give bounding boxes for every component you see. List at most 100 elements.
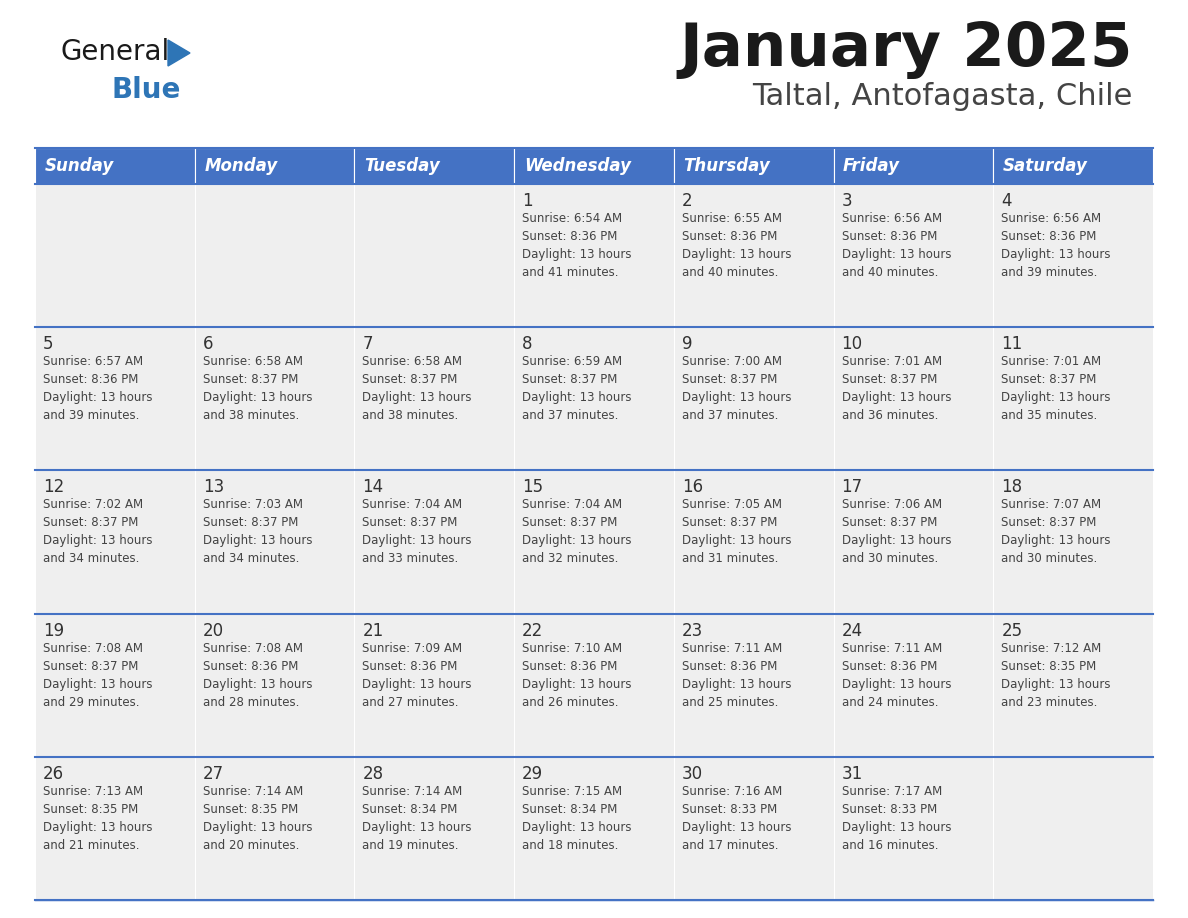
Text: 19: 19	[43, 621, 64, 640]
Bar	[354, 613, 514, 756]
Text: Sunrise: 7:03 AM
Sunset: 8:37 PM
Daylight: 13 hours
and 34 minutes.: Sunrise: 7:03 AM Sunset: 8:37 PM Dayligh…	[203, 498, 312, 565]
Text: Sunrise: 7:02 AM
Sunset: 8:37 PM
Daylight: 13 hours
and 34 minutes.: Sunrise: 7:02 AM Sunset: 8:37 PM Dayligh…	[43, 498, 152, 565]
Bar	[195, 184, 354, 327]
Text: Sunrise: 6:56 AM
Sunset: 8:36 PM
Daylight: 13 hours
and 40 minutes.: Sunrise: 6:56 AM Sunset: 8:36 PM Dayligh…	[841, 212, 952, 279]
Bar	[674, 184, 834, 327]
Text: 13: 13	[203, 478, 225, 497]
Bar	[834, 470, 993, 613]
Text: Sunrise: 7:14 AM
Sunset: 8:35 PM
Daylight: 13 hours
and 20 minutes.: Sunrise: 7:14 AM Sunset: 8:35 PM Dayligh…	[203, 785, 312, 852]
Text: Sunrise: 7:12 AM
Sunset: 8:35 PM
Daylight: 13 hours
and 23 minutes.: Sunrise: 7:12 AM Sunset: 8:35 PM Dayligh…	[1001, 642, 1111, 709]
Text: Sunrise: 7:04 AM
Sunset: 8:37 PM
Daylight: 13 hours
and 33 minutes.: Sunrise: 7:04 AM Sunset: 8:37 PM Dayligh…	[362, 498, 472, 565]
Text: 30: 30	[682, 765, 703, 783]
Text: Sunrise: 7:10 AM
Sunset: 8:36 PM
Daylight: 13 hours
and 26 minutes.: Sunrise: 7:10 AM Sunset: 8:36 PM Dayligh…	[523, 642, 632, 709]
Text: Sunrise: 7:06 AM
Sunset: 8:37 PM
Daylight: 13 hours
and 30 minutes.: Sunrise: 7:06 AM Sunset: 8:37 PM Dayligh…	[841, 498, 952, 565]
Bar	[674, 756, 834, 900]
Bar	[354, 148, 514, 184]
Text: Thursday: Thursday	[683, 157, 770, 175]
Bar	[834, 613, 993, 756]
Bar	[834, 756, 993, 900]
Text: Sunrise: 6:58 AM
Sunset: 8:37 PM
Daylight: 13 hours
and 38 minutes.: Sunrise: 6:58 AM Sunset: 8:37 PM Dayligh…	[203, 355, 312, 422]
Bar	[674, 613, 834, 756]
Text: 8: 8	[523, 335, 532, 353]
Text: Sunrise: 6:56 AM
Sunset: 8:36 PM
Daylight: 13 hours
and 39 minutes.: Sunrise: 6:56 AM Sunset: 8:36 PM Dayligh…	[1001, 212, 1111, 279]
Bar	[34, 470, 195, 613]
Text: General: General	[61, 38, 169, 66]
Bar	[993, 470, 1154, 613]
Text: Sunrise: 7:16 AM
Sunset: 8:33 PM
Daylight: 13 hours
and 17 minutes.: Sunrise: 7:16 AM Sunset: 8:33 PM Dayligh…	[682, 785, 791, 852]
Text: 9: 9	[682, 335, 693, 353]
Text: Sunrise: 7:08 AM
Sunset: 8:36 PM
Daylight: 13 hours
and 28 minutes.: Sunrise: 7:08 AM Sunset: 8:36 PM Dayligh…	[203, 642, 312, 709]
Text: Sunrise: 6:54 AM
Sunset: 8:36 PM
Daylight: 13 hours
and 41 minutes.: Sunrise: 6:54 AM Sunset: 8:36 PM Dayligh…	[523, 212, 632, 279]
Text: Sunrise: 7:14 AM
Sunset: 8:34 PM
Daylight: 13 hours
and 19 minutes.: Sunrise: 7:14 AM Sunset: 8:34 PM Dayligh…	[362, 785, 472, 852]
Text: Sunrise: 7:00 AM
Sunset: 8:37 PM
Daylight: 13 hours
and 37 minutes.: Sunrise: 7:00 AM Sunset: 8:37 PM Dayligh…	[682, 355, 791, 422]
Text: Sunday: Sunday	[45, 157, 114, 175]
Text: 1: 1	[523, 192, 532, 210]
Bar	[514, 148, 674, 184]
Text: 21: 21	[362, 621, 384, 640]
Bar	[514, 327, 674, 470]
Text: 28: 28	[362, 765, 384, 783]
Text: 26: 26	[43, 765, 64, 783]
Bar	[514, 613, 674, 756]
Bar	[514, 184, 674, 327]
Bar	[34, 184, 195, 327]
Text: 16: 16	[682, 478, 703, 497]
Text: 3: 3	[841, 192, 852, 210]
Bar	[34, 613, 195, 756]
Text: Sunrise: 7:13 AM
Sunset: 8:35 PM
Daylight: 13 hours
and 21 minutes.: Sunrise: 7:13 AM Sunset: 8:35 PM Dayligh…	[43, 785, 152, 852]
Text: 2: 2	[682, 192, 693, 210]
Text: Sunrise: 6:59 AM
Sunset: 8:37 PM
Daylight: 13 hours
and 37 minutes.: Sunrise: 6:59 AM Sunset: 8:37 PM Dayligh…	[523, 355, 632, 422]
Text: 23: 23	[682, 621, 703, 640]
Text: Taltal, Antofagasta, Chile: Taltal, Antofagasta, Chile	[753, 82, 1133, 111]
Bar	[834, 327, 993, 470]
Text: Sunrise: 6:57 AM
Sunset: 8:36 PM
Daylight: 13 hours
and 39 minutes.: Sunrise: 6:57 AM Sunset: 8:36 PM Dayligh…	[43, 355, 152, 422]
Bar	[354, 756, 514, 900]
Text: Sunrise: 7:05 AM
Sunset: 8:37 PM
Daylight: 13 hours
and 31 minutes.: Sunrise: 7:05 AM Sunset: 8:37 PM Dayligh…	[682, 498, 791, 565]
Text: Sunrise: 7:07 AM
Sunset: 8:37 PM
Daylight: 13 hours
and 30 minutes.: Sunrise: 7:07 AM Sunset: 8:37 PM Dayligh…	[1001, 498, 1111, 565]
Text: 6: 6	[203, 335, 213, 353]
Bar	[195, 470, 354, 613]
Text: Sunrise: 6:58 AM
Sunset: 8:37 PM
Daylight: 13 hours
and 38 minutes.: Sunrise: 6:58 AM Sunset: 8:37 PM Dayligh…	[362, 355, 472, 422]
Bar	[354, 470, 514, 613]
Text: 27: 27	[203, 765, 223, 783]
Text: 29: 29	[523, 765, 543, 783]
Bar	[674, 327, 834, 470]
Text: 31: 31	[841, 765, 862, 783]
Text: 7: 7	[362, 335, 373, 353]
Text: Friday: Friday	[843, 157, 901, 175]
Text: Sunrise: 7:09 AM
Sunset: 8:36 PM
Daylight: 13 hours
and 27 minutes.: Sunrise: 7:09 AM Sunset: 8:36 PM Dayligh…	[362, 642, 472, 709]
Text: 10: 10	[841, 335, 862, 353]
Bar	[993, 148, 1154, 184]
Text: Sunrise: 7:17 AM
Sunset: 8:33 PM
Daylight: 13 hours
and 16 minutes.: Sunrise: 7:17 AM Sunset: 8:33 PM Dayligh…	[841, 785, 952, 852]
Text: 20: 20	[203, 621, 223, 640]
Bar	[195, 327, 354, 470]
Text: Blue: Blue	[112, 76, 182, 104]
Text: 5: 5	[43, 335, 53, 353]
Text: Monday: Monday	[204, 157, 278, 175]
Text: 4: 4	[1001, 192, 1012, 210]
Text: Sunrise: 7:01 AM
Sunset: 8:37 PM
Daylight: 13 hours
and 36 minutes.: Sunrise: 7:01 AM Sunset: 8:37 PM Dayligh…	[841, 355, 952, 422]
Text: January 2025: January 2025	[680, 20, 1133, 79]
Text: Sunrise: 7:11 AM
Sunset: 8:36 PM
Daylight: 13 hours
and 25 minutes.: Sunrise: 7:11 AM Sunset: 8:36 PM Dayligh…	[682, 642, 791, 709]
Text: 18: 18	[1001, 478, 1023, 497]
Bar	[834, 148, 993, 184]
Text: 22: 22	[523, 621, 543, 640]
Bar	[195, 756, 354, 900]
Bar	[674, 148, 834, 184]
Bar	[993, 327, 1154, 470]
Bar	[354, 184, 514, 327]
Bar	[195, 613, 354, 756]
Polygon shape	[168, 40, 190, 66]
Bar	[993, 756, 1154, 900]
Bar	[674, 470, 834, 613]
Bar	[834, 184, 993, 327]
Bar	[514, 470, 674, 613]
Text: 14: 14	[362, 478, 384, 497]
Text: 15: 15	[523, 478, 543, 497]
Text: 17: 17	[841, 478, 862, 497]
Bar	[514, 756, 674, 900]
Bar	[195, 148, 354, 184]
Bar	[34, 756, 195, 900]
Bar	[993, 613, 1154, 756]
Bar	[34, 327, 195, 470]
